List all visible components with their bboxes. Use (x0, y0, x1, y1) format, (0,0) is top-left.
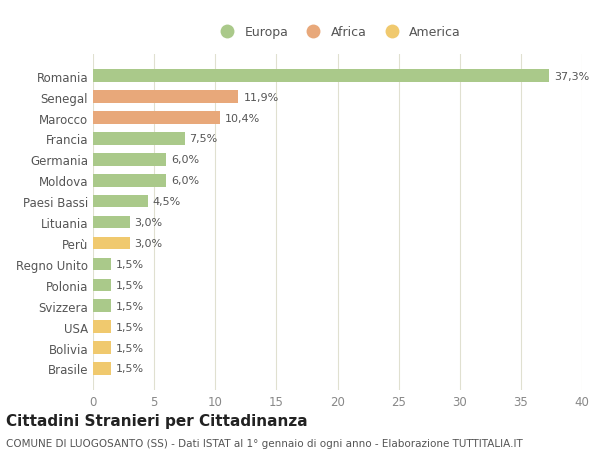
Bar (93, 70, 549, 83)
Bar (93, 363, 112, 375)
Text: 3,0%: 3,0% (134, 239, 163, 248)
Text: 6,0%: 6,0% (171, 176, 199, 186)
Bar (93, 133, 185, 146)
Text: Cittadini Stranieri per Cittadinanza: Cittadini Stranieri per Cittadinanza (6, 413, 308, 428)
Bar (93, 216, 130, 229)
Bar (93, 258, 112, 271)
Legend: Europa, Africa, America: Europa, Africa, America (209, 21, 466, 44)
Text: 7,5%: 7,5% (190, 134, 218, 144)
Text: 1,5%: 1,5% (116, 259, 145, 269)
Bar (93, 237, 130, 250)
Text: 11,9%: 11,9% (244, 92, 278, 102)
Text: 6,0%: 6,0% (171, 155, 199, 165)
Text: 1,5%: 1,5% (116, 322, 145, 332)
Text: 1,5%: 1,5% (116, 301, 145, 311)
Bar (93, 112, 220, 124)
Text: 3,0%: 3,0% (134, 218, 163, 228)
Bar (93, 174, 166, 187)
Text: 37,3%: 37,3% (554, 72, 589, 82)
Text: 4,5%: 4,5% (153, 197, 181, 207)
Bar (93, 154, 166, 166)
Text: 10,4%: 10,4% (225, 113, 260, 123)
Bar (93, 91, 238, 104)
Text: COMUNE DI LUOGOSANTO (SS) - Dati ISTAT al 1° gennaio di ogni anno - Elaborazione: COMUNE DI LUOGOSANTO (SS) - Dati ISTAT a… (6, 438, 523, 448)
Text: 1,5%: 1,5% (116, 343, 145, 353)
Text: 1,5%: 1,5% (116, 364, 145, 374)
Bar (93, 196, 148, 208)
Text: 1,5%: 1,5% (116, 280, 145, 290)
Bar (93, 279, 112, 291)
Bar (93, 321, 112, 333)
Bar (93, 341, 112, 354)
Bar (93, 300, 112, 312)
